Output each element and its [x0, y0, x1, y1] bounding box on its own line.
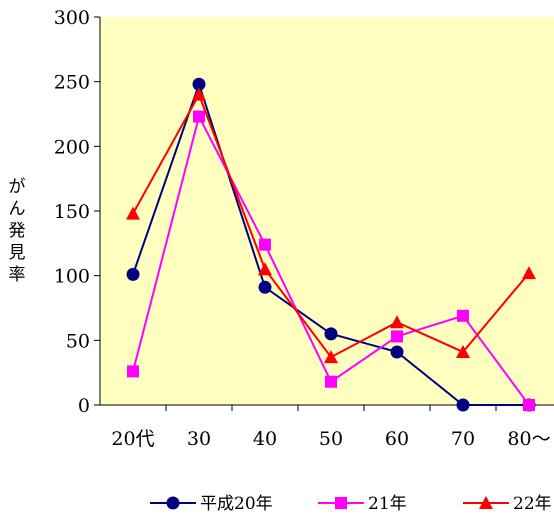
legend-marker: [166, 496, 180, 510]
legend: 平成20年 21年 22年: [150, 494, 552, 514]
data-point: [193, 110, 205, 123]
y-tick-label: 100: [54, 266, 90, 288]
legend-label: 21年: [368, 494, 407, 514]
legend-marker: [479, 496, 493, 509]
x-tick-label: 80～: [507, 428, 550, 450]
legend-item: 21年: [318, 494, 407, 514]
x-tick-labels: 20代 30 40 50 60 70 80～: [111, 428, 550, 450]
data-point: [126, 267, 140, 281]
y-axis-label-char: が: [9, 177, 26, 197]
x-tick-label: 40: [253, 428, 277, 450]
x-tick-label: 30: [187, 428, 211, 450]
y-tick-labels: 0 50 100 150 200 250 300: [54, 7, 90, 417]
data-point: [126, 206, 140, 220]
data-point: [258, 280, 272, 294]
series-layer: [126, 77, 536, 412]
data-point: [522, 266, 536, 280]
legend-label: 22年: [513, 494, 552, 514]
data-point: [456, 344, 470, 358]
y-tick-label: 0: [78, 395, 90, 417]
data-point: [324, 327, 338, 341]
data-point: [390, 345, 404, 359]
data-point: [391, 330, 403, 343]
series-3: [126, 87, 536, 364]
legend-item: 22年: [463, 494, 552, 514]
y-axis-label-char: 発: [9, 221, 26, 241]
x-tick-label: 60: [385, 428, 409, 450]
data-point: [192, 87, 206, 101]
data-point: [456, 398, 470, 412]
series-2: [127, 110, 535, 411]
data-point: [259, 238, 271, 251]
data-point: [523, 399, 535, 411]
data-point: [127, 365, 139, 378]
y-tick-label: 200: [54, 136, 90, 158]
y-tick-label: 250: [54, 72, 90, 94]
data-point: [325, 375, 337, 388]
x-tick-label: 50: [319, 428, 343, 450]
legend-label: 平成20年: [200, 494, 273, 514]
y-tick-label: 150: [54, 201, 90, 223]
data-point: [324, 350, 338, 364]
x-tick-label: 70: [451, 428, 475, 450]
plot-area: [100, 17, 554, 405]
data-point: [192, 77, 206, 91]
legend-item: 平成20年: [150, 494, 273, 514]
legend-marker: [335, 497, 347, 509]
data-point: [390, 315, 404, 329]
data-point: [258, 262, 272, 276]
y-tick-label: 50: [66, 330, 90, 352]
data-point: [457, 309, 469, 322]
y-axis-label-char: ん: [9, 199, 26, 219]
x-tick-label: 20代: [111, 428, 154, 450]
y-axis-label-char: 率: [9, 265, 26, 285]
y-tick-label: 300: [54, 7, 90, 29]
y-axis-label-char: 見: [9, 243, 26, 263]
